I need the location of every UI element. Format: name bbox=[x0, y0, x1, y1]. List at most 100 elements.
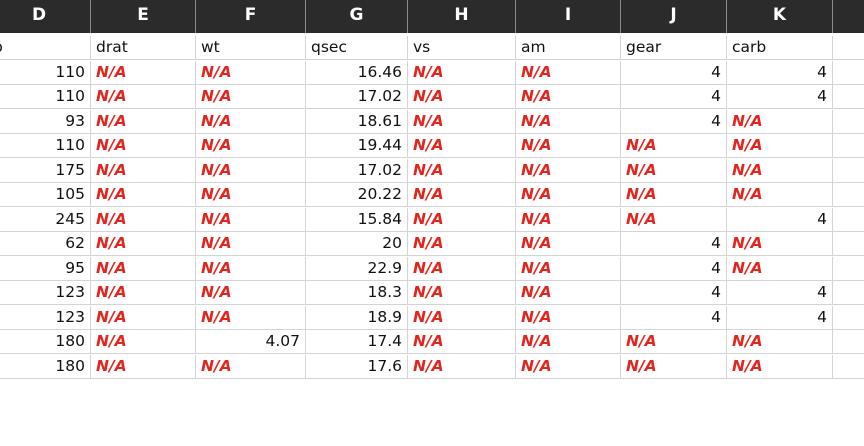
table-cell[interactable]: 22.9 bbox=[306, 256, 408, 281]
table-cell[interactable] bbox=[833, 183, 864, 207]
column-header-e[interactable]: E bbox=[91, 0, 196, 33]
table-cell[interactable]: N/A bbox=[408, 158, 516, 183]
table-cell[interactable]: N/A bbox=[727, 256, 833, 281]
table-cell[interactable]: 4 bbox=[621, 256, 727, 281]
table-cell[interactable]: N/A bbox=[621, 207, 727, 232]
table-cell[interactable] bbox=[833, 355, 864, 379]
table-cell[interactable]: 15.84 bbox=[306, 207, 408, 232]
table-cell[interactable]: N/A bbox=[516, 232, 621, 256]
table-cell[interactable]: N/A bbox=[196, 305, 306, 330]
table-cell[interactable]: N/A bbox=[408, 134, 516, 158]
table-cell[interactable]: 4 bbox=[727, 305, 833, 330]
table-cell[interactable]: N/A bbox=[516, 354, 621, 379]
table-cell[interactable]: N/A bbox=[408, 85, 516, 109]
table-cell[interactable]: N/A bbox=[91, 109, 196, 134]
table-cell[interactable]: 110 bbox=[0, 134, 91, 158]
table-cell[interactable]: N/A bbox=[516, 85, 621, 109]
table-cell[interactable]: N/A bbox=[91, 232, 196, 256]
table-cell[interactable]: 93 bbox=[0, 109, 91, 134]
table-cell[interactable]: 17.02 bbox=[306, 158, 408, 183]
table-cell[interactable]: 20.22 bbox=[306, 183, 408, 207]
table-cell[interactable]: N/A bbox=[196, 134, 306, 158]
table-cell[interactable]: 180 bbox=[0, 354, 91, 379]
table-cell[interactable]: N/A bbox=[91, 183, 196, 207]
field-name-cell[interactable]: vs bbox=[408, 36, 516, 60]
table-cell[interactable] bbox=[833, 330, 864, 354]
table-cell[interactable]: N/A bbox=[727, 330, 833, 354]
table-cell[interactable]: N/A bbox=[408, 60, 516, 85]
field-name-cell[interactable]: p bbox=[0, 36, 91, 60]
column-header-d[interactable]: D bbox=[0, 0, 91, 33]
table-cell[interactable]: N/A bbox=[91, 207, 196, 232]
table-cell[interactable]: N/A bbox=[91, 256, 196, 281]
table-cell[interactable]: 17.6 bbox=[306, 354, 408, 379]
table-cell[interactable]: N/A bbox=[91, 60, 196, 85]
field-name-cell[interactable]: drat bbox=[91, 36, 196, 60]
field-name-cell[interactable]: am bbox=[516, 36, 621, 60]
table-cell[interactable]: N/A bbox=[408, 305, 516, 330]
table-cell[interactable] bbox=[833, 61, 864, 85]
table-cell[interactable]: N/A bbox=[196, 183, 306, 207]
table-cell[interactable]: N/A bbox=[196, 109, 306, 134]
table-cell[interactable]: 4 bbox=[621, 60, 727, 85]
table-cell[interactable]: 123 bbox=[0, 281, 91, 305]
table-cell[interactable]: 123 bbox=[0, 305, 91, 330]
table-cell[interactable]: N/A bbox=[91, 158, 196, 183]
table-cell[interactable]: N/A bbox=[91, 85, 196, 109]
field-name-cell[interactable]: carb bbox=[727, 36, 833, 60]
table-cell[interactable]: 18.3 bbox=[306, 281, 408, 305]
table-cell[interactable]: 20 bbox=[306, 232, 408, 256]
table-cell[interactable]: 4 bbox=[727, 85, 833, 109]
field-name-cell[interactable]: gear bbox=[621, 36, 727, 60]
table-cell[interactable] bbox=[833, 110, 864, 134]
table-cell[interactable]: 18.9 bbox=[306, 305, 408, 330]
table-cell[interactable]: N/A bbox=[727, 134, 833, 158]
table-cell[interactable] bbox=[833, 232, 864, 256]
table-cell[interactable]: 17.02 bbox=[306, 85, 408, 109]
table-cell[interactable]: 175 bbox=[0, 158, 91, 183]
column-header-h[interactable]: H bbox=[408, 0, 516, 33]
table-cell[interactable]: N/A bbox=[516, 281, 621, 305]
table-cell[interactable]: 4 bbox=[621, 109, 727, 134]
column-header-blank[interactable] bbox=[833, 0, 864, 33]
table-cell[interactable]: N/A bbox=[621, 330, 727, 354]
table-cell[interactable]: N/A bbox=[196, 207, 306, 232]
table-cell[interactable]: N/A bbox=[516, 207, 621, 232]
table-cell[interactable]: N/A bbox=[196, 85, 306, 109]
table-cell[interactable]: 4 bbox=[621, 232, 727, 256]
table-cell[interactable]: N/A bbox=[91, 305, 196, 330]
table-cell[interactable]: 4 bbox=[621, 281, 727, 305]
table-cell[interactable]: N/A bbox=[196, 232, 306, 256]
table-cell[interactable]: N/A bbox=[408, 183, 516, 207]
table-cell[interactable] bbox=[833, 159, 864, 183]
table-cell[interactable]: N/A bbox=[91, 354, 196, 379]
table-cell[interactable] bbox=[833, 134, 864, 158]
table-cell[interactable]: N/A bbox=[408, 330, 516, 354]
table-cell[interactable]: 4 bbox=[727, 281, 833, 305]
table-cell[interactable]: 180 bbox=[0, 330, 91, 354]
table-cell[interactable]: 110 bbox=[0, 85, 91, 109]
table-cell[interactable] bbox=[833, 306, 864, 330]
table-cell[interactable]: 62 bbox=[0, 232, 91, 256]
table-cell[interactable]: 4.07 bbox=[196, 330, 306, 354]
table-cell[interactable]: 245 bbox=[0, 207, 91, 232]
table-cell[interactable]: N/A bbox=[196, 60, 306, 85]
table-cell[interactable]: N/A bbox=[91, 330, 196, 354]
field-name-cell[interactable]: qsec bbox=[306, 36, 408, 60]
table-cell[interactable]: 4 bbox=[727, 207, 833, 232]
table-cell[interactable] bbox=[833, 208, 864, 232]
table-cell[interactable]: 17.4 bbox=[306, 330, 408, 354]
table-cell[interactable]: N/A bbox=[516, 109, 621, 134]
table-cell[interactable]: N/A bbox=[621, 183, 727, 207]
table-cell[interactable]: N/A bbox=[621, 158, 727, 183]
table-cell[interactable]: N/A bbox=[621, 354, 727, 379]
column-header-f[interactable]: F bbox=[196, 0, 306, 33]
table-cell[interactable]: N/A bbox=[408, 281, 516, 305]
table-cell[interactable]: N/A bbox=[516, 330, 621, 354]
table-cell[interactable]: N/A bbox=[408, 256, 516, 281]
table-cell[interactable]: N/A bbox=[727, 109, 833, 134]
table-cell[interactable]: N/A bbox=[516, 305, 621, 330]
table-cell[interactable]: 110 bbox=[0, 60, 91, 85]
table-cell[interactable] bbox=[833, 281, 864, 305]
table-cell[interactable]: 105 bbox=[0, 183, 91, 207]
